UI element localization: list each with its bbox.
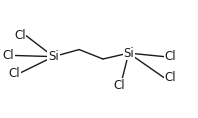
Text: Si: Si — [48, 50, 59, 63]
Text: Cl: Cl — [2, 49, 14, 62]
Text: Cl: Cl — [164, 71, 176, 84]
Text: Cl: Cl — [164, 50, 176, 63]
Text: Cl: Cl — [8, 67, 20, 80]
Text: Cl: Cl — [113, 79, 125, 92]
Text: Si: Si — [123, 47, 134, 60]
Text: Cl: Cl — [14, 29, 26, 42]
